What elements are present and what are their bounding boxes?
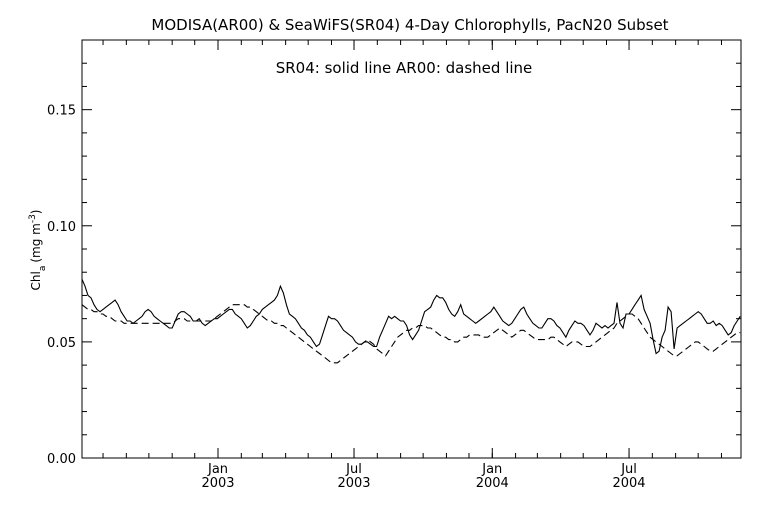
- series-line-sr04: [81, 278, 741, 355]
- plot-frame: [81, 39, 742, 459]
- x-tick-year: 2003: [337, 476, 370, 491]
- y-tick-label: 0.05: [47, 336, 76, 351]
- series-line-ar00: [81, 304, 741, 364]
- chart-title: MODISA(AR00) & SeaWiFS(SR04) 4-Day Chlor…: [151, 16, 668, 34]
- x-tick-year: 2004: [476, 476, 509, 491]
- x-tick-month: Jul: [345, 462, 362, 477]
- y-tick-label: 0.10: [47, 220, 76, 235]
- x-tick-year: 2004: [612, 476, 645, 491]
- y-axis-label: Chla(mg m-3): [28, 209, 48, 290]
- y-tick-label: 0.00: [47, 452, 76, 467]
- x-tick-month: Jul: [620, 462, 637, 477]
- x-tick-month: Jan: [481, 462, 502, 477]
- x-tick-year: 2003: [201, 476, 234, 491]
- x-tick-month: Jan: [207, 462, 228, 477]
- y-tick-label: 0.15: [47, 104, 76, 119]
- series-legend-note: SR04: solid line AR00: dashed line: [276, 59, 533, 77]
- axes: 0.000.050.100.15Jan2003Jul2003Jan2004Jul…: [47, 39, 742, 491]
- series-layer: [81, 278, 741, 364]
